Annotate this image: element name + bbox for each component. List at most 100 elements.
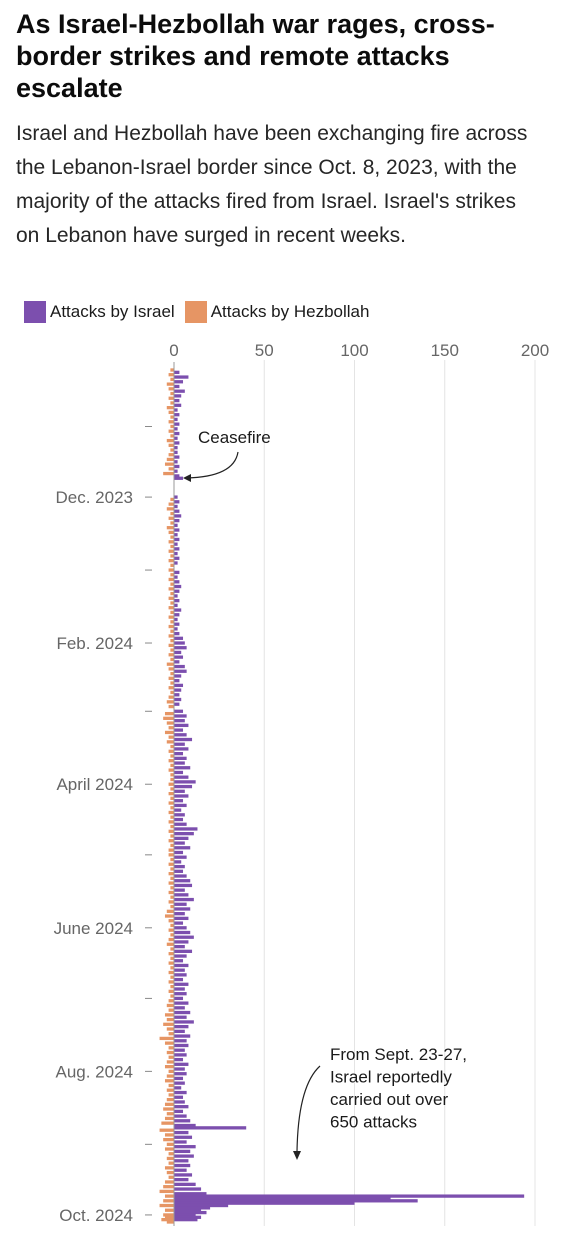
bar-israel xyxy=(174,1217,198,1222)
bar-israel xyxy=(174,636,184,640)
bar-hezbollah xyxy=(168,862,174,866)
bar-israel xyxy=(174,1203,229,1208)
bar-israel xyxy=(174,846,191,850)
bar-israel xyxy=(174,879,191,883)
bar-hezbollah xyxy=(166,1220,174,1224)
bar-hezbollah xyxy=(170,610,174,615)
bar-hezbollah xyxy=(164,462,174,466)
bar-hezbollah xyxy=(168,1083,174,1088)
bar-hezbollah xyxy=(170,923,174,928)
bar-hezbollah xyxy=(168,782,174,786)
bar-israel xyxy=(174,384,180,389)
chart-title: As Israel-Hezbollah war rages, cross-bor… xyxy=(16,9,495,103)
bar-israel xyxy=(174,500,180,504)
x-tick-label: 50 xyxy=(255,341,274,360)
bar-chart: 0 50 100 150 200 Dec. 2023 Feb. 2024 April 2024… xyxy=(54,341,549,1226)
bar-israel xyxy=(174,679,180,683)
bar-hezbollah xyxy=(166,1060,174,1064)
bar-hezbollah xyxy=(168,373,174,377)
bar-israel xyxy=(174,474,180,478)
bar-hezbollah xyxy=(170,824,174,829)
bar-israel xyxy=(174,1149,191,1154)
bar-israel xyxy=(174,973,187,977)
bar-israel xyxy=(174,408,178,412)
bar-hezbollah xyxy=(164,1102,174,1106)
bar-hezbollah xyxy=(163,471,174,476)
bar-hezbollah xyxy=(168,839,174,843)
bar-israel xyxy=(174,460,178,464)
bar-hezbollah xyxy=(164,1180,174,1184)
bar-hezbollah xyxy=(166,406,174,410)
bar-israel xyxy=(174,660,180,664)
bar-israel xyxy=(174,1100,185,1104)
bar-israel xyxy=(174,1201,355,1205)
bar-hezbollah xyxy=(170,754,174,758)
bar-israel xyxy=(174,888,185,892)
bar-israel xyxy=(174,968,185,972)
bar-hezbollah xyxy=(164,1208,174,1212)
bar-israel xyxy=(174,1196,391,1201)
bar-hezbollah xyxy=(168,1069,174,1074)
bar-israel xyxy=(174,655,184,659)
bar-israel xyxy=(174,1130,189,1135)
bar-israel xyxy=(174,841,185,845)
bar-israel xyxy=(174,808,182,812)
x-tick-label: 150 xyxy=(431,341,459,360)
bar-hezbollah xyxy=(168,848,174,852)
bar-hezbollah xyxy=(168,429,174,433)
bar-hezbollah xyxy=(170,681,174,685)
bar-israel xyxy=(174,996,184,1001)
bar-hezbollah xyxy=(170,690,174,695)
bar-hezbollah xyxy=(168,396,174,400)
bar-hezbollah xyxy=(170,886,174,890)
bar-israel xyxy=(174,641,185,645)
bar-israel xyxy=(174,775,189,779)
bar-israel xyxy=(174,1163,191,1168)
bar-israel xyxy=(174,874,187,878)
bar-hezbollah xyxy=(170,876,174,881)
bar-hezbollah xyxy=(164,914,174,918)
bar-israel xyxy=(174,963,189,968)
bar-hezbollah xyxy=(168,980,174,984)
bar-hezbollah xyxy=(170,787,174,791)
bar-israel xyxy=(174,728,184,732)
bar-israel xyxy=(174,1187,202,1191)
bar-hezbollah xyxy=(170,994,174,998)
bar-hezbollah xyxy=(170,448,174,452)
bar-israel xyxy=(174,893,189,897)
bar-israel xyxy=(174,916,189,921)
bar-hezbollah xyxy=(168,937,174,942)
bar-hezbollah xyxy=(170,591,174,596)
bar-hezbollah xyxy=(168,726,174,730)
bar-israel xyxy=(174,930,191,935)
bar-israel xyxy=(174,1182,196,1186)
bar-israel xyxy=(174,389,185,393)
bar-israel xyxy=(174,669,187,673)
bar-israel xyxy=(174,608,182,612)
bar-israel xyxy=(174,799,184,803)
bar-hezbollah xyxy=(168,410,174,415)
bar-israel xyxy=(174,594,178,598)
bar-hezbollah xyxy=(164,1147,174,1151)
bar-israel xyxy=(174,860,182,864)
bar-israel xyxy=(174,1006,185,1010)
bar-hezbollah xyxy=(170,843,174,848)
annotation-ceasefire: Ceasefire xyxy=(198,428,271,447)
bar-hezbollah xyxy=(166,1156,174,1161)
bar-israel xyxy=(174,617,178,622)
bar-israel xyxy=(174,883,193,888)
bar-israel xyxy=(174,907,191,911)
bar-israel xyxy=(174,417,178,422)
bar-hezbollah xyxy=(170,535,174,539)
bar-israel xyxy=(174,603,178,608)
bar-hezbollah xyxy=(168,568,174,572)
bar-hezbollah xyxy=(170,763,174,768)
bar-hezbollah xyxy=(170,904,174,909)
bar-hezbollah xyxy=(168,1161,174,1165)
bar-israel xyxy=(174,1206,211,1210)
bar-israel xyxy=(174,1114,187,1118)
bar-hezbollah xyxy=(168,549,174,553)
bar-hezbollah xyxy=(164,1133,174,1137)
x-tick-label: 100 xyxy=(340,341,368,360)
bar-israel xyxy=(174,394,182,398)
